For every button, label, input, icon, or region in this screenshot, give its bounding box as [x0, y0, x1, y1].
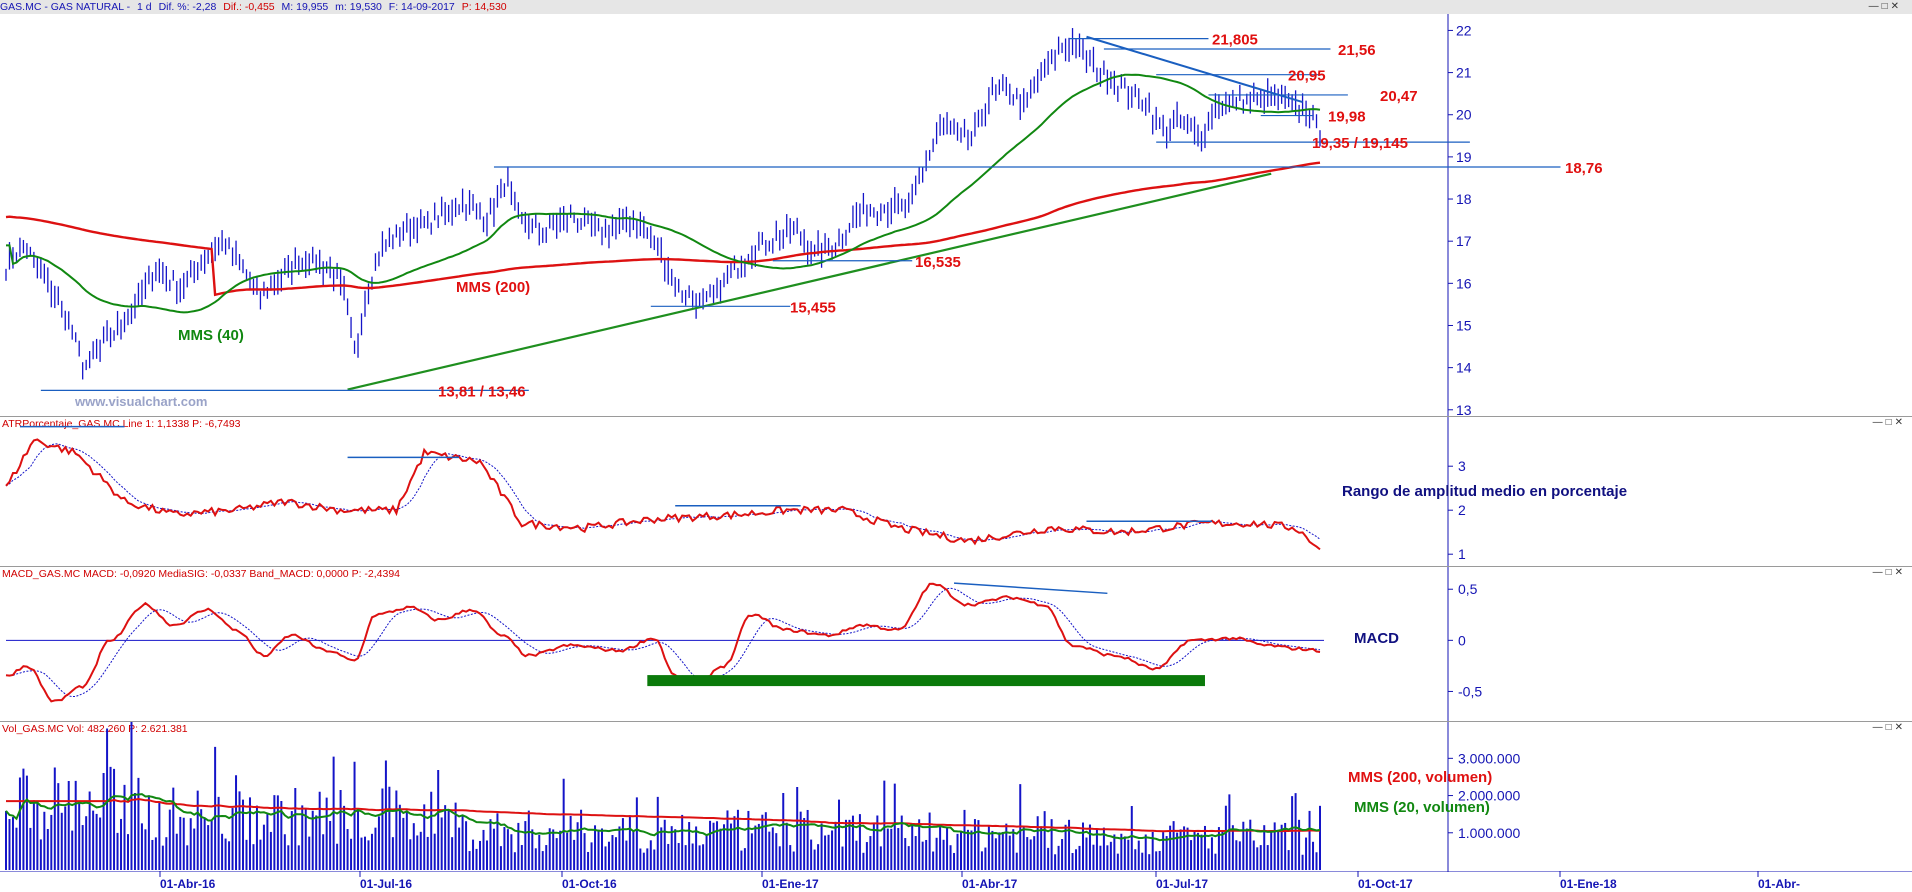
period-label: 1 d: [137, 1, 152, 13]
dif-label: Dif.: -0,455: [223, 1, 275, 13]
macd-window-controls[interactable]: —□✕: [1872, 567, 1906, 578]
macd-note: MACD: [1354, 630, 1399, 647]
volume-window-controls[interactable]: —□✕: [1872, 722, 1906, 733]
macd-signal-line: [5, 587, 1321, 698]
resistance-line: [1086, 35, 1303, 104]
date-tick-label: 01-Abr-17: [962, 877, 1018, 891]
macd-panel: MACD_GAS.MC MACD: -0,0920 MediaSIG: -0,0…: [0, 566, 1912, 722]
volume-panel: Vol_GAS.MC Vol: 482.260 P: 2.621.381 —□✕…: [0, 721, 1912, 872]
level-label: 21,805: [1212, 32, 1258, 49]
atr-window-controls[interactable]: —□✕: [1872, 417, 1906, 428]
vol-y-tick-label: 2.000.000: [1458, 788, 1520, 804]
vol-y-tick-label: 3.000.000: [1458, 750, 1520, 766]
window-controls[interactable]: —□✕: [1868, 1, 1902, 12]
year-marker: 2018: [1562, 871, 1589, 873]
dif-pct-label: Dif. %: -2,28: [158, 1, 217, 13]
level-label: 16,535: [915, 254, 961, 271]
macd-y-tick-label: -0,5: [1458, 683, 1482, 699]
level-label: 13,81 / 13,46: [438, 383, 526, 400]
price-y-tick-label: 16: [1456, 275, 1472, 291]
price-y-tick-label: 15: [1456, 317, 1472, 333]
macd-title: MACD_GAS.MC MACD: -0,0920 MediaSIG: -0,0…: [2, 568, 401, 580]
min-label: m: 19,530: [335, 1, 382, 13]
level-label: 19,35 / 19,145: [1312, 135, 1408, 152]
atr-note: Rango de amplitud medio en porcentaje: [1342, 483, 1627, 500]
price-y-tick-label: 17: [1456, 233, 1472, 249]
price-y-tick-label: 18: [1456, 191, 1472, 207]
date-tick-label: 01-Abr-: [1758, 877, 1800, 891]
price-y-tick-label: 22: [1456, 22, 1472, 38]
date-tick-label: 01-Jul-16: [360, 877, 412, 891]
macd-chart: 0,5 0 -0,5 MACD: [5, 567, 1482, 722]
price-bars: [5, 28, 1321, 380]
vol-legend-mms20: MMS (20, volumen): [1354, 799, 1490, 816]
vol-mms200-line: [6, 797, 1321, 833]
macd-line: [5, 582, 1321, 703]
level-label: 15,455: [790, 299, 836, 316]
date-tick-label: 01-Ene-17: [762, 877, 819, 891]
mms200-label: MMS (200): [456, 279, 530, 296]
volume-title: Vol_GAS.MC Vol: 482.260 P: 2.621.381: [2, 723, 188, 735]
level-label: 19,98: [1328, 109, 1366, 126]
mms200-line: [5, 161, 1321, 297]
price-y-tick-label: 20: [1456, 107, 1472, 123]
price-y-tick-label: 21: [1456, 65, 1472, 81]
date-tick-label: 01-Jul-17: [1156, 877, 1208, 891]
date-label: F: 14-09-2017: [388, 1, 455, 13]
vol-mms20-line: [5, 793, 1321, 842]
level-label: 18,76: [1565, 160, 1603, 177]
atr-y-tick-label: 2: [1458, 502, 1466, 518]
level-label: 21,56: [1338, 42, 1376, 59]
macd-green-bar: [647, 675, 1205, 687]
price-panel: 13 14 15 16 17 18 19 20 21 22 www.visualchart.com 2…: [0, 14, 1912, 416]
date-tick-label: 01-Ene-18: [1560, 877, 1617, 891]
level-label: 20,95: [1288, 68, 1326, 85]
chart-title-bar: GAS.MC - GAS NATURAL - 1 d Dif. %: -2,28…: [0, 0, 1912, 14]
date-tick-label: 01-Oct-16: [562, 877, 617, 891]
volume-chart: 1.000.000 2.000.000 3.000.000 MMS (200, vol…: [5, 722, 1520, 872]
atr-panel: ATRPorcentaje_GAS.MC Line 1: 1,1338 P: -…: [0, 416, 1912, 567]
ticker-label: GAS.MC - GAS NATURAL -: [0, 1, 131, 13]
atr-y-tick-label: 1: [1458, 546, 1466, 562]
volume-bars: [5, 722, 1321, 870]
atr-line: [5, 438, 1321, 551]
date-tick-label: 01-Oct-17: [1358, 877, 1413, 891]
vol-y-tick-label: 1.000.000: [1458, 825, 1520, 841]
price-chart: 13 14 15 16 17 18 19 20 21 22 www.visualchart.com 2…: [5, 14, 1603, 416]
level-label: 20,47: [1380, 88, 1418, 105]
max-label: M: 19,955: [281, 1, 329, 13]
trend-line: [347, 172, 1272, 391]
date-tick-label: 01-Abr-16: [160, 877, 216, 891]
mms40-label: MMS (40): [178, 327, 244, 344]
macd-y-tick-label: 0: [1458, 632, 1466, 648]
atr-signal-line: [5, 443, 1321, 542]
price-y-tick-label: 19: [1456, 149, 1472, 165]
macd-divergence-line: [953, 582, 1108, 595]
mms40-line: [6, 73, 1321, 314]
atr-chart: 1 2 3 Rango de amplitud medio en porcentaje: [5, 417, 1627, 567]
price-label: P: 14,530: [461, 1, 507, 13]
atr-y-tick-label: 3: [1458, 458, 1466, 474]
macd-y-tick-label: 0,5: [1458, 581, 1478, 597]
date-axis: 01-Abr-16 01-Jul-16 01-Oct-16 01-Ene-17 01-A…: [0, 871, 1912, 891]
price-y-tick-label: 14: [1456, 360, 1472, 376]
price-y-tick-label: 13: [1456, 402, 1472, 416]
watermark: www.visualchart.com: [74, 394, 207, 409]
vol-legend-mms200: MMS (200, volumen): [1348, 769, 1492, 786]
